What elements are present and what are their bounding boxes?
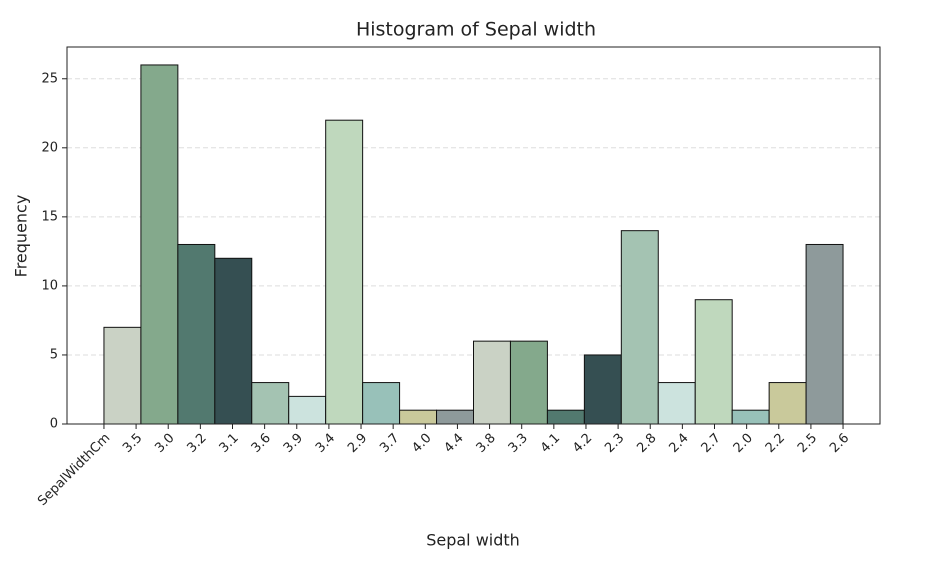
y-tick-label: 0 [50, 417, 58, 432]
y-tick-label: 25 [41, 71, 58, 86]
x-tick-label: SepalWidthCm [35, 431, 113, 509]
x-tick-label: 3.7 [377, 431, 402, 456]
x-axis-label: Sepal width [426, 531, 520, 550]
x-tick-label: 3.4 [313, 431, 338, 456]
x-tick-label: 2.7 [699, 431, 724, 456]
bar [768, 382, 807, 425]
bar [731, 409, 770, 425]
x-tick-label: 2.8 [634, 431, 659, 456]
bar [509, 340, 548, 425]
y-tick-label: 15 [41, 209, 58, 224]
bar [473, 340, 511, 425]
y-tick-label: 5 [50, 347, 58, 362]
bar [805, 243, 844, 425]
bar [140, 64, 179, 425]
x-tick-label: 4.4 [442, 431, 467, 456]
x-tick-label: 2.4 [666, 431, 691, 456]
x-tick-label: 4.2 [570, 431, 595, 456]
x-tick-label: 2.3 [602, 431, 627, 456]
x-tick-label: 3.3 [506, 431, 531, 456]
bar [436, 409, 474, 425]
x-tick-label: 2.0 [731, 431, 756, 456]
y-tick-label: 10 [41, 278, 58, 293]
x-tick-label: 2.5 [795, 431, 820, 456]
x-tick-label: 3.1 [217, 431, 242, 456]
bar [583, 354, 622, 425]
x-tick-label: 3.2 [184, 431, 209, 456]
x-tick-label: 4.1 [538, 431, 563, 456]
x-tick-label: 4.0 [409, 431, 434, 456]
x-tick-label: 3.8 [474, 431, 499, 456]
bar [362, 382, 401, 425]
bar [657, 382, 696, 425]
bar [325, 119, 364, 425]
x-tick-label: 3.9 [281, 431, 306, 456]
bar [214, 257, 253, 425]
x-tick-label: 2.2 [763, 431, 788, 456]
bar [620, 230, 659, 425]
bar [177, 243, 216, 425]
y-tick-label: 20 [41, 140, 58, 155]
bar [251, 382, 290, 425]
bar [694, 299, 733, 425]
bar [399, 409, 438, 425]
x-tick-label: 2.6 [827, 431, 852, 456]
x-tick-label: 3.0 [152, 431, 177, 456]
bar [288, 395, 327, 425]
y-axis-label: Frequency [12, 195, 31, 278]
x-tick-label: 2.9 [345, 431, 370, 456]
chart-title: Histogram of Sepal width [356, 19, 596, 41]
plot-frame [66, 46, 881, 425]
x-tick-label: 3.6 [249, 431, 274, 456]
x-tick-label: 3.5 [120, 431, 145, 456]
bar [103, 326, 142, 425]
bar [546, 409, 585, 425]
